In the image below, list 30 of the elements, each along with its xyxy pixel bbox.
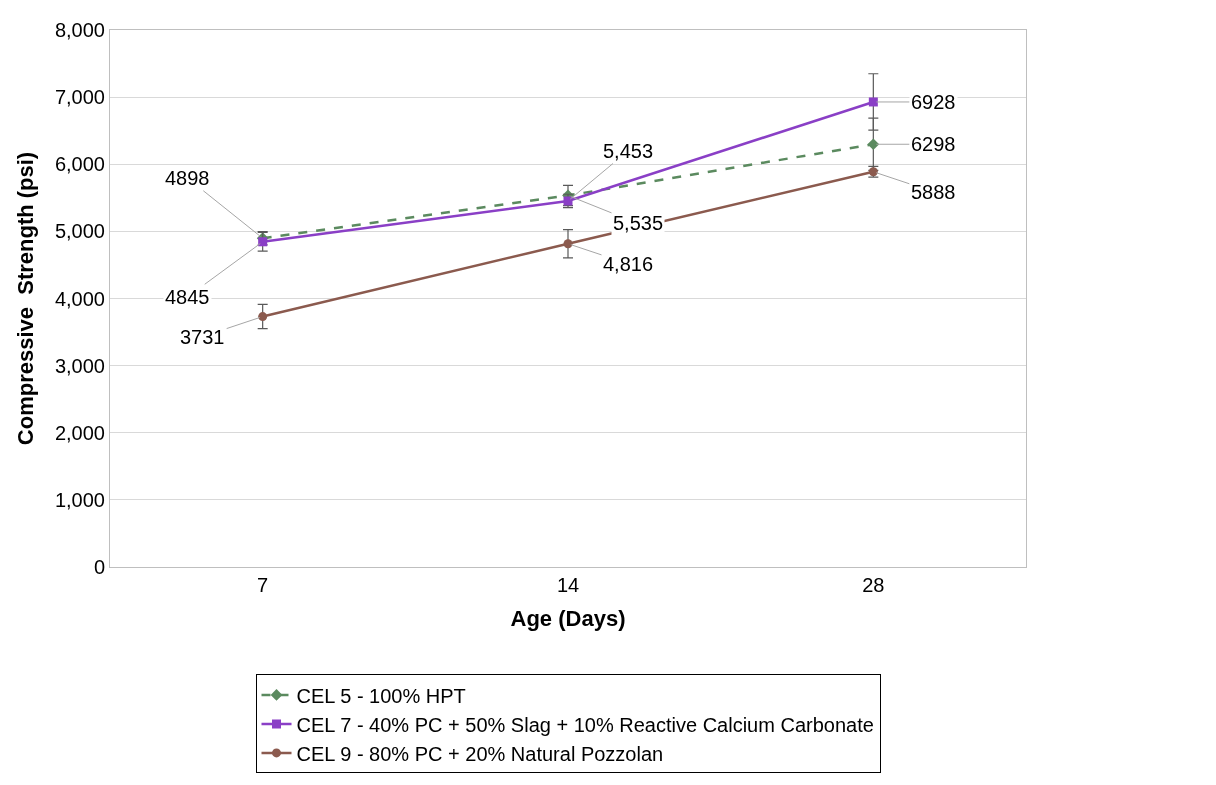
legend-label: CEL 7 - 40% PC + 50% Slag + 10% Reactive Calcium Carbonate xyxy=(296,713,874,736)
y-tick-label: 1,000 xyxy=(54,488,105,511)
x-axis-title: Age (Days) xyxy=(510,605,626,631)
y-tick-label: 0 xyxy=(93,556,105,578)
point xyxy=(868,97,878,107)
y-tick-label: 4,000 xyxy=(54,287,105,310)
data-label: 6928 xyxy=(911,91,956,113)
data-label: 5,535 xyxy=(613,212,664,234)
data-label: 6298 xyxy=(911,133,956,155)
y-tick-label: 8,000 xyxy=(54,19,105,41)
y-tick-label: 7,000 xyxy=(54,86,105,109)
x-tick-label: 28 xyxy=(862,574,885,596)
data-label: 5,453 xyxy=(603,140,654,162)
y-axis-title: Compressive Strength (psi) xyxy=(12,151,38,446)
data-label: 4845 xyxy=(165,286,210,308)
y-tick-label: 3,000 xyxy=(54,354,105,377)
data-label: 5888 xyxy=(911,181,956,203)
x-tick-label: 14 xyxy=(556,574,580,596)
legend-label: CEL 9 - 80% PC + 20% Natural Pozzolan xyxy=(296,742,664,765)
y-tick-label: 2,000 xyxy=(54,421,105,444)
data-label: 4898 xyxy=(165,167,210,189)
y-tick-label: 5,000 xyxy=(54,220,105,243)
y-tick-label: 6,000 xyxy=(54,153,105,176)
data-label: 4,816 xyxy=(603,253,654,275)
point xyxy=(258,237,268,247)
legend-label: CEL 5 - 100% HPT xyxy=(296,684,466,707)
data-label: 3731 xyxy=(180,326,225,348)
x-tick-label: 7 xyxy=(257,574,269,596)
point xyxy=(258,312,268,322)
point xyxy=(867,138,880,151)
